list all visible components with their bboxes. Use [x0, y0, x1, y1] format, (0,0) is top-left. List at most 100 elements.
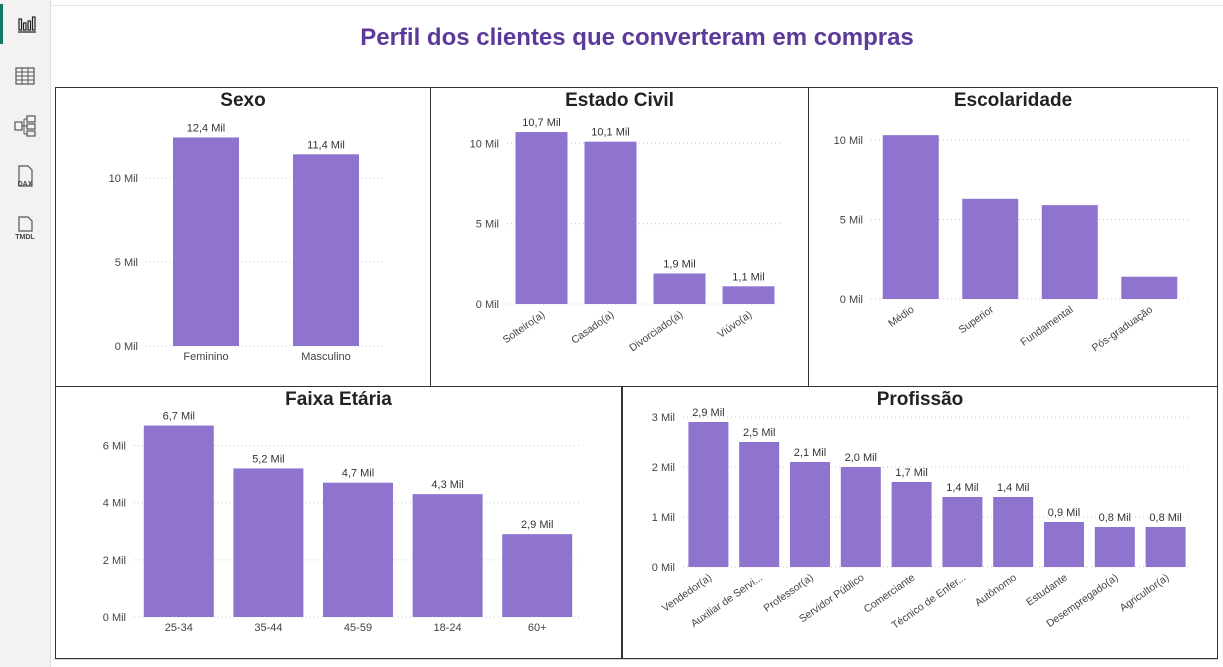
- bar[interactable]: [840, 467, 881, 567]
- bar[interactable]: [688, 422, 729, 567]
- y-tick-label: 5 Mil: [115, 257, 138, 269]
- table-grid-icon: [15, 67, 35, 85]
- visual-profissao[interactable]: Profissão 0 Mil 1 Mil 2 Mil 3 Mil 2,9 Mil Ven…: [622, 386, 1218, 659]
- bar[interactable]: [882, 135, 939, 299]
- y-tick-label: 4 Mil: [103, 498, 126, 510]
- chart-escolaridade: 0 Mil 5 Mil 10 Mil Médio Superior Fundamental…: [834, 135, 1189, 355]
- bar[interactable]: [790, 462, 830, 567]
- y-tick-label: 3 Mil: [652, 412, 675, 424]
- y-tick-label: 10 Mil: [109, 173, 138, 185]
- y-tick-label: 0 Mil: [840, 294, 863, 306]
- chart-estado-civil: 0 Mil 5 Mil 10 Mil 10,7 Mil Solteiro(a) 10,1 …: [470, 117, 783, 355]
- bar[interactable]: [739, 442, 780, 567]
- visual-sexo[interactable]: Sexo 0 Mil 5 Mil 10 Mil 12,4 Mil Feminino 11,…: [55, 87, 431, 387]
- y-tick-label: 10 Mil: [470, 138, 499, 150]
- bar-chart-icon: [17, 16, 36, 33]
- page-title: Perfil dos clientes que converteram em c…: [360, 24, 914, 51]
- bar[interactable]: [293, 154, 359, 346]
- chart-sexo: 0 Mil 5 Mil 10 Mil 12,4 Mil Feminino 11,4 Mil…: [109, 122, 386, 363]
- y-tick-label: 0 Mil: [476, 299, 499, 311]
- visual-faixa-etaria[interactable]: Faixa Etária 0 Mil 2 Mil 4 Mil 6 Mil 6,7 Mil…: [55, 386, 622, 659]
- x-tick-label: 60+: [528, 622, 547, 634]
- y-tick-label: 2 Mil: [103, 555, 126, 567]
- bar[interactable]: [722, 286, 775, 304]
- x-tick-label: Divorciado(a): [627, 309, 685, 355]
- dax-query-view-icon[interactable]: DAX: [0, 157, 50, 197]
- canvas-top-divider: [51, 5, 1223, 6]
- bar[interactable]: [502, 534, 573, 617]
- x-tick-label: Viúvo(a): [715, 309, 754, 341]
- x-tick-label: Masculino: [301, 351, 351, 363]
- bar[interactable]: [993, 497, 1034, 567]
- x-tick-label: Superior: [957, 303, 997, 336]
- bar[interactable]: [412, 494, 483, 617]
- data-label: 1,4 Mil: [946, 482, 978, 494]
- x-tick-label: 25-34: [165, 622, 193, 634]
- bar[interactable]: [653, 273, 706, 304]
- data-label: 12,4 Mil: [187, 122, 226, 134]
- bar[interactable]: [584, 141, 637, 304]
- y-tick-label: 5 Mil: [840, 214, 863, 226]
- data-label: 2,1 Mil: [794, 447, 826, 459]
- x-tick-label: Solteiro(a): [501, 309, 548, 347]
- bar[interactable]: [1041, 205, 1098, 299]
- bar[interactable]: [1121, 276, 1178, 299]
- bar[interactable]: [942, 497, 983, 567]
- x-tick-label: Casado(a): [569, 309, 616, 347]
- tmdl-label: TMDL: [15, 234, 35, 241]
- bar[interactable]: [143, 425, 214, 617]
- data-label: 1,7 Mil: [895, 467, 927, 479]
- bar[interactable]: [1094, 527, 1135, 567]
- data-label: 2,0 Mil: [845, 452, 877, 464]
- visual-estado-civil[interactable]: Estado Civil 0 Mil 5 Mil 10 Mil 10,7 Mil Sol…: [430, 87, 809, 387]
- x-tick-label: 35-44: [254, 622, 282, 634]
- data-label: 0,8 Mil: [1149, 512, 1181, 524]
- bar[interactable]: [323, 482, 393, 617]
- x-tick-label: Pós-graduação: [1090, 304, 1155, 355]
- visual-escolaridade[interactable]: Escolaridade 0 Mil 5 Mil 10 Mil Médio Superi…: [808, 87, 1218, 387]
- data-label: 5,2 Mil: [252, 453, 284, 465]
- bar[interactable]: [891, 482, 932, 567]
- bar[interactable]: [1044, 522, 1084, 567]
- x-tick-label: Feminino: [183, 351, 228, 363]
- y-tick-label: 0 Mil: [115, 341, 138, 353]
- tmdl-file-icon: TMDL: [15, 216, 35, 241]
- report-view-icon[interactable]: [0, 4, 50, 44]
- x-tick-label: Agricultor(a): [1118, 572, 1172, 615]
- y-tick-label: 2 Mil: [652, 462, 675, 474]
- model-view-icon[interactable]: [0, 106, 50, 146]
- data-label: 4,7 Mil: [342, 468, 374, 480]
- chart-title: Profissão: [876, 389, 964, 410]
- x-tick-label: Autônomo: [973, 572, 1019, 609]
- dax-label: DAX: [18, 181, 33, 188]
- bar[interactable]: [233, 468, 304, 617]
- data-label: 0,8 Mil: [1099, 512, 1131, 524]
- x-tick-label: 45-59: [344, 622, 372, 634]
- data-label: 2,9 Mil: [692, 407, 724, 419]
- bar[interactable]: [1145, 527, 1186, 567]
- bar[interactable]: [515, 132, 568, 304]
- y-tick-label: 6 Mil: [103, 441, 126, 453]
- y-tick-label: 0 Mil: [652, 562, 675, 574]
- x-tick-label: Médio: [886, 304, 916, 330]
- y-tick-label: 5 Mil: [476, 219, 499, 231]
- table-view-icon[interactable]: [0, 56, 50, 96]
- y-tick-label: 1 Mil: [652, 512, 675, 524]
- data-label: 2,5 Mil: [743, 427, 775, 439]
- x-tick-label: Fundamental: [1018, 304, 1075, 349]
- view-rail: DAX TMDL: [0, 0, 51, 667]
- data-label: 4,3 Mil: [431, 479, 463, 491]
- chart-title: Sexo: [220, 90, 266, 111]
- dax-file-icon: DAX: [18, 165, 33, 188]
- bar[interactable]: [962, 198, 1019, 299]
- tmdl-view-icon[interactable]: TMDL: [0, 208, 50, 248]
- bar[interactable]: [173, 137, 239, 346]
- x-tick-label: Estudante: [1024, 572, 1070, 609]
- data-label: 2,9 Mil: [521, 519, 553, 531]
- y-tick-label: 0 Mil: [103, 612, 126, 624]
- data-label: 6,7 Mil: [163, 411, 195, 423]
- data-label: 1,4 Mil: [997, 482, 1029, 494]
- chart-title: Escolaridade: [953, 90, 1073, 111]
- y-tick-label: 10 Mil: [834, 135, 863, 147]
